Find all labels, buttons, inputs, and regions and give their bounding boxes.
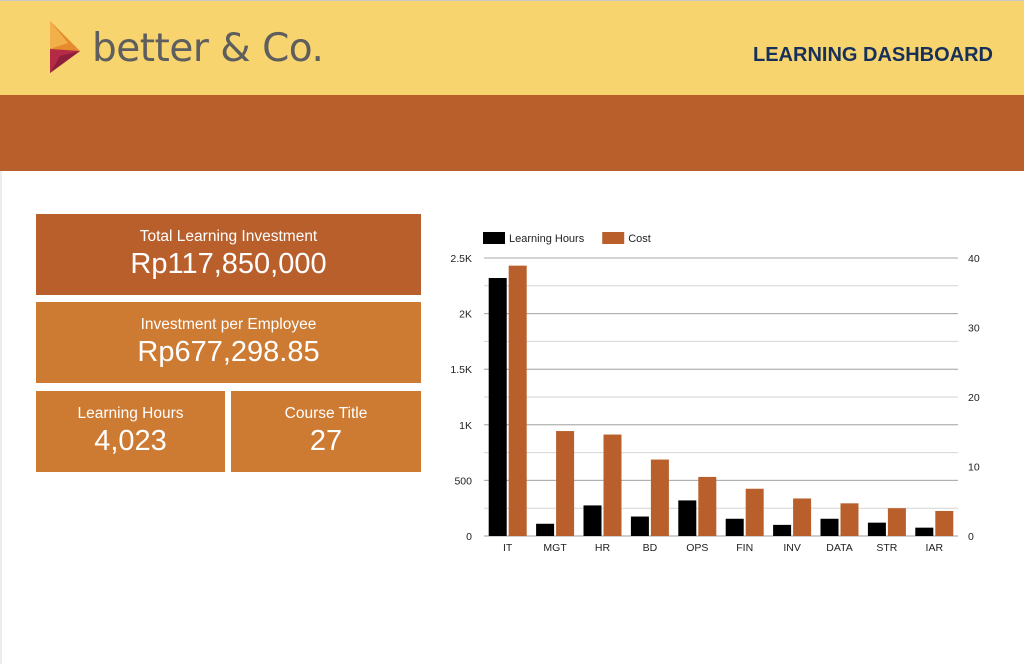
header-band [0,95,1024,171]
page-title: LEARNING DASHBOARD [753,44,993,66]
bar-cost [935,510,954,536]
x-tick-label: IAR [926,542,944,554]
y-left-tick-label: 1K [459,420,472,432]
kpi-label: Learning Hours [77,405,184,422]
bar-learning-hours [725,518,744,536]
x-tick-label: IT [503,542,513,554]
hours-cost-bar-chart: 0 500 1K 1.5K 2K 2.5K 0 10M 20M 30M 40M IT MGT HR BD OP… [450,232,980,554]
x-tick-label: STR [876,542,897,554]
kpi-label: Course Title [284,405,368,422]
legend-label: Learning Hours [509,233,585,245]
legend-swatch [483,232,505,244]
bar-cost [793,498,812,536]
bar-learning-hours [678,500,697,536]
bar-learning-hours [867,522,886,536]
legend-swatch [602,232,625,244]
kpi-value: 27 [309,425,343,457]
y-left-tick-label: 500 [454,475,472,487]
y-right-tick-label: 0 [968,531,974,543]
bar-learning-hours [488,278,507,536]
y-right-tick-label: 30M [968,323,980,335]
kpi-course-title-card: Course Title 27 [231,391,421,472]
bar-cost [650,459,669,536]
kpi-total-investment-card: Total Learning Investment Rp117,850,000 [36,214,421,295]
left-divider [0,171,2,664]
bar-cost [745,488,764,536]
y-right-tick-label: 40M [968,253,980,265]
brand-name: better & Co. [92,26,324,71]
x-tick-label: INV [783,542,801,554]
x-tick-label: HR [595,542,611,554]
bar-cost [887,508,906,536]
bar-learning-hours [915,527,934,536]
bar-cost [556,431,575,536]
kpi-label: Investment per Employee [140,316,317,333]
bar-cost [698,476,717,536]
y-left-tick-label: 2K [459,309,472,321]
bar-cost [840,503,859,536]
y-left-tick-label: 1.5K [450,364,472,376]
y-left-tick-label: 0 [466,531,472,543]
kpi-value: Rp117,850,000 [130,248,327,280]
brand-logo-icon [50,21,80,73]
x-tick-label: DATA [826,542,852,554]
bar-learning-hours [820,518,839,536]
bar-learning-hours [536,523,555,536]
kpi-value: 4,023 [94,425,167,457]
y-right-tick-label: 10M [968,462,980,474]
x-tick-label: FIN [736,542,753,554]
x-tick-label: BD [643,542,658,554]
header-bar: better & Co. LEARNING DASHBOARD [0,0,1024,95]
bar-learning-hours [583,505,602,536]
bar-learning-hours [630,516,649,536]
kpi-value: Rp677,298.85 [137,336,320,368]
x-tick-label: MGT [543,542,567,554]
y-left-tick-label: 2.5K [450,253,472,265]
kpi-learning-hours-card: Learning Hours 4,023 [36,391,225,472]
bar-cost [603,434,622,536]
bar-cost [508,265,527,536]
kpi-investment-per-employee-card: Investment per Employee Rp677,298.85 [36,302,421,383]
bar-learning-hours [773,524,792,536]
y-right-tick-label: 20M [968,392,980,404]
legend-label: Cost [628,233,651,245]
kpi-label: Total Learning Investment [139,228,318,245]
x-tick-label: OPS [686,542,708,554]
